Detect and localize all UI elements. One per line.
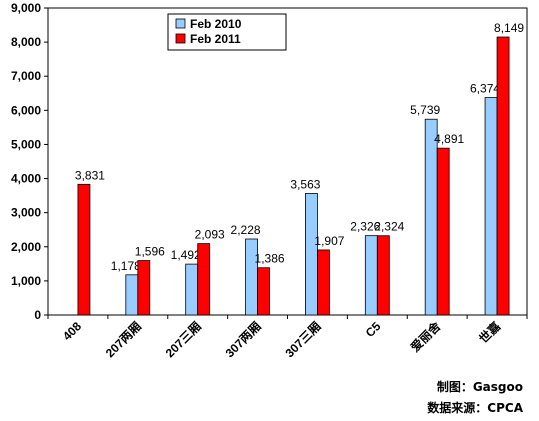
legend-swatch bbox=[175, 18, 186, 29]
x-category-label: 307三厢 bbox=[283, 319, 324, 360]
bar-feb-2011 bbox=[496, 36, 510, 316]
data-label: 8,149 bbox=[494, 21, 524, 35]
bar-feb-2010 bbox=[364, 235, 378, 316]
bar-feb-2011 bbox=[376, 235, 390, 316]
bar-feb-2011 bbox=[77, 183, 91, 316]
legend-swatch bbox=[175, 33, 186, 44]
bar-feb-2010 bbox=[424, 118, 438, 316]
bar-feb-2011 bbox=[197, 243, 211, 316]
y-tick-label: 5,000 bbox=[11, 137, 41, 151]
y-tick-label: 3,000 bbox=[11, 206, 41, 220]
y-tick-label: 9,000 bbox=[11, 1, 41, 15]
data-label: 1,386 bbox=[255, 252, 285, 266]
legend-label: Feb 2011 bbox=[190, 32, 241, 46]
bar-feb-2011 bbox=[137, 260, 151, 316]
data-label: 1,907 bbox=[314, 234, 344, 248]
bar-feb-2010 bbox=[185, 263, 199, 316]
data-label: 1,596 bbox=[135, 245, 165, 259]
data-label: 2,326 bbox=[350, 220, 380, 234]
bar-feb-2010 bbox=[484, 97, 498, 316]
y-tick-label: 7,000 bbox=[11, 69, 41, 83]
x-category-label: 世嘉 bbox=[476, 319, 504, 347]
x-category-label: 爱丽舍 bbox=[407, 318, 444, 355]
y-tick-label: 6,000 bbox=[11, 103, 41, 117]
data-label: 6,374 bbox=[470, 82, 500, 96]
y-tick-label: 2,000 bbox=[11, 240, 41, 254]
data-label: 5,739 bbox=[410, 103, 440, 117]
bar-feb-2011 bbox=[317, 249, 330, 316]
chart-maker-credit: 制图：Gasgoo bbox=[436, 380, 523, 394]
data-label: 3,831 bbox=[75, 168, 105, 182]
data-label: 2,228 bbox=[231, 223, 261, 237]
bar-feb-2011 bbox=[436, 147, 450, 316]
y-tick-label: 1,000 bbox=[11, 274, 41, 288]
bar-feb-2010 bbox=[305, 193, 318, 316]
y-tick-label: 0 bbox=[34, 308, 41, 322]
y-tick-label: 4,000 bbox=[11, 172, 41, 186]
data-label: 1,492 bbox=[171, 248, 201, 262]
data-label: 4,891 bbox=[434, 132, 464, 146]
x-category-label: 408 bbox=[60, 319, 84, 343]
data-label: 3,563 bbox=[290, 177, 320, 191]
x-category-label: 307两厢 bbox=[223, 319, 264, 360]
bar-feb-2010 bbox=[125, 274, 139, 316]
legend-box bbox=[167, 13, 287, 51]
data-label: 1,178 bbox=[111, 259, 141, 273]
data-source-credit: 数据来源：CPCA bbox=[427, 401, 523, 415]
bar-feb-2011 bbox=[257, 267, 270, 316]
bar-feb-2010 bbox=[245, 238, 258, 316]
y-tick-label: 8,000 bbox=[11, 35, 41, 49]
x-category-label: 207两厢 bbox=[103, 319, 144, 360]
data-label: 2,324 bbox=[374, 220, 404, 234]
x-category-label: C5 bbox=[363, 319, 384, 340]
x-category-label: 207三厢 bbox=[163, 319, 204, 360]
legend-label: Feb 2010 bbox=[190, 17, 242, 31]
data-label: 2,093 bbox=[195, 228, 225, 242]
